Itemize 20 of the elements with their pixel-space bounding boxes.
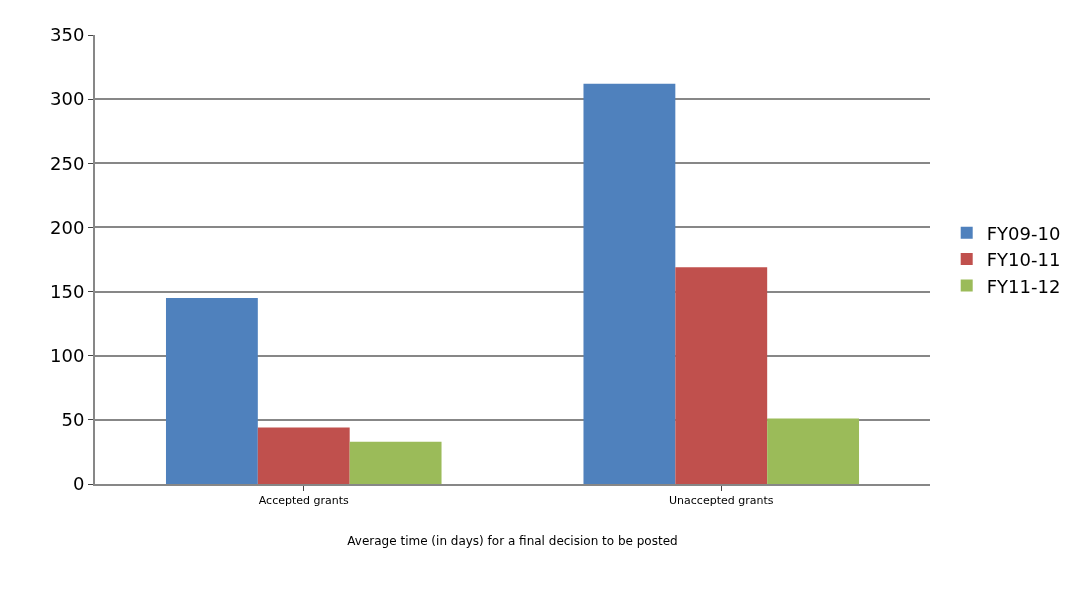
- bar: [349, 441, 442, 484]
- y-tick-label: 250: [50, 152, 85, 174]
- legend-label: FY11-12: [986, 275, 1061, 297]
- bar: [767, 418, 860, 484]
- y-tick-label: 300: [50, 88, 85, 110]
- y-tick-label: 50: [61, 409, 85, 431]
- bar: [257, 427, 350, 484]
- y-tick-label: 350: [50, 24, 85, 46]
- bar: [583, 83, 676, 484]
- bar: [165, 297, 258, 484]
- y-tick-label: 0: [72, 473, 85, 495]
- x-tick-label: Unaccepted grants: [669, 494, 774, 508]
- y-tick-label: 150: [50, 280, 85, 302]
- x-tick-label: Accepted grants: [258, 494, 350, 508]
- x-axis-title: Average time (in days) for a final decision to be posted: [347, 533, 678, 548]
- y-tick-label: 100: [50, 345, 85, 367]
- legend-label: FY10-11: [986, 249, 1061, 271]
- legend-label: FY09-10: [986, 222, 1061, 244]
- bar: [675, 267, 768, 484]
- y-tick-label: 200: [50, 216, 85, 238]
